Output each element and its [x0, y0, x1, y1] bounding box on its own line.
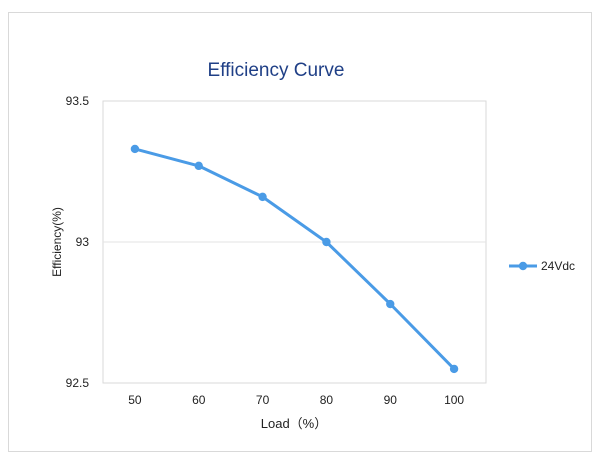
data-point	[322, 237, 331, 247]
legend: 24Vdc	[509, 259, 575, 273]
x-tick-label: 80	[320, 393, 334, 407]
chart-frame	[8, 12, 592, 452]
series-line	[133, 147, 456, 371]
legend-label: 24Vdc	[541, 259, 575, 273]
y-axis-label: Efficiency(%)	[50, 207, 64, 277]
y-axis-ticks: 92.5 93 93.5	[66, 94, 90, 390]
data-point	[258, 192, 267, 202]
series-24vdc	[130, 144, 459, 374]
x-tick-label: 50	[128, 393, 142, 407]
data-point	[449, 364, 459, 374]
legend-swatch-marker	[518, 261, 528, 271]
y-tick-label: 93.5	[66, 94, 90, 108]
chart-title: Efficiency Curve	[208, 60, 345, 81]
data-point	[130, 144, 140, 154]
x-tick-label: 70	[256, 393, 270, 407]
y-tick-label: 93	[76, 235, 90, 249]
x-tick-label: 60	[192, 393, 206, 407]
data-point	[386, 299, 395, 309]
x-axis-label: Load（%）	[261, 416, 327, 431]
data-point	[194, 161, 203, 171]
y-tick-label: 92.5	[66, 376, 90, 390]
x-tick-label: 90	[384, 393, 398, 407]
x-tick-label: 100	[444, 393, 464, 407]
x-axis-ticks: 50 60 70 80 90 100	[128, 393, 464, 407]
